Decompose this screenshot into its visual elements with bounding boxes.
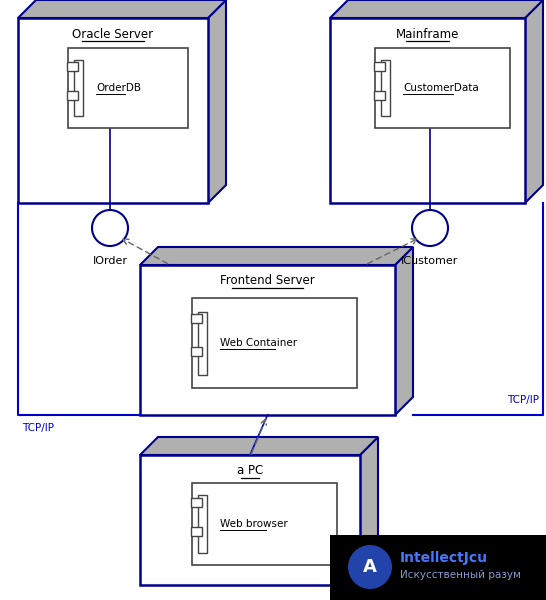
Bar (381, 60, 390, 116)
Bar (140, 455, 360, 585)
Bar (18, 18, 208, 203)
Bar (374, 62, 385, 71)
Text: Mainframe: Mainframe (396, 28, 459, 40)
Text: ICustomer: ICustomer (401, 256, 459, 266)
Bar (330, 18, 525, 203)
Bar (198, 496, 207, 553)
Bar (74, 60, 83, 116)
Bar (140, 265, 395, 415)
Text: OrderDB: OrderDB (96, 83, 141, 93)
Polygon shape (360, 437, 378, 585)
Polygon shape (330, 0, 543, 18)
Polygon shape (395, 247, 413, 415)
Bar (374, 91, 385, 100)
Bar (330, 535, 546, 600)
Text: a PC: a PC (237, 464, 263, 478)
Bar (67, 62, 78, 71)
Text: TCP/IP: TCP/IP (507, 395, 539, 405)
Text: IntellectJcu: IntellectJcu (400, 551, 488, 565)
Circle shape (92, 210, 128, 246)
Circle shape (348, 545, 392, 589)
Text: Web browser: Web browser (220, 519, 288, 529)
Polygon shape (208, 0, 226, 203)
Text: IOrder: IOrder (92, 256, 128, 266)
Polygon shape (140, 437, 378, 455)
Text: TCP/IP: TCP/IP (22, 423, 54, 433)
Text: Искусственный разум: Искусственный разум (400, 570, 521, 580)
Bar (191, 347, 202, 356)
Bar (67, 91, 78, 100)
Bar (68, 48, 188, 128)
Bar (192, 483, 337, 565)
Bar (192, 298, 357, 388)
Polygon shape (18, 0, 226, 18)
Bar (198, 311, 207, 374)
Polygon shape (140, 247, 413, 265)
Text: A: A (363, 558, 377, 576)
Bar (375, 48, 510, 128)
Text: Frontend Server: Frontend Server (220, 275, 315, 287)
Bar (191, 527, 202, 536)
Polygon shape (525, 0, 543, 203)
Text: CustomerData: CustomerData (403, 83, 479, 93)
Text: Web Container: Web Container (220, 338, 297, 348)
Bar (191, 498, 202, 507)
Bar (191, 314, 202, 323)
Circle shape (412, 210, 448, 246)
Text: Oracle Server: Oracle Server (73, 28, 153, 40)
